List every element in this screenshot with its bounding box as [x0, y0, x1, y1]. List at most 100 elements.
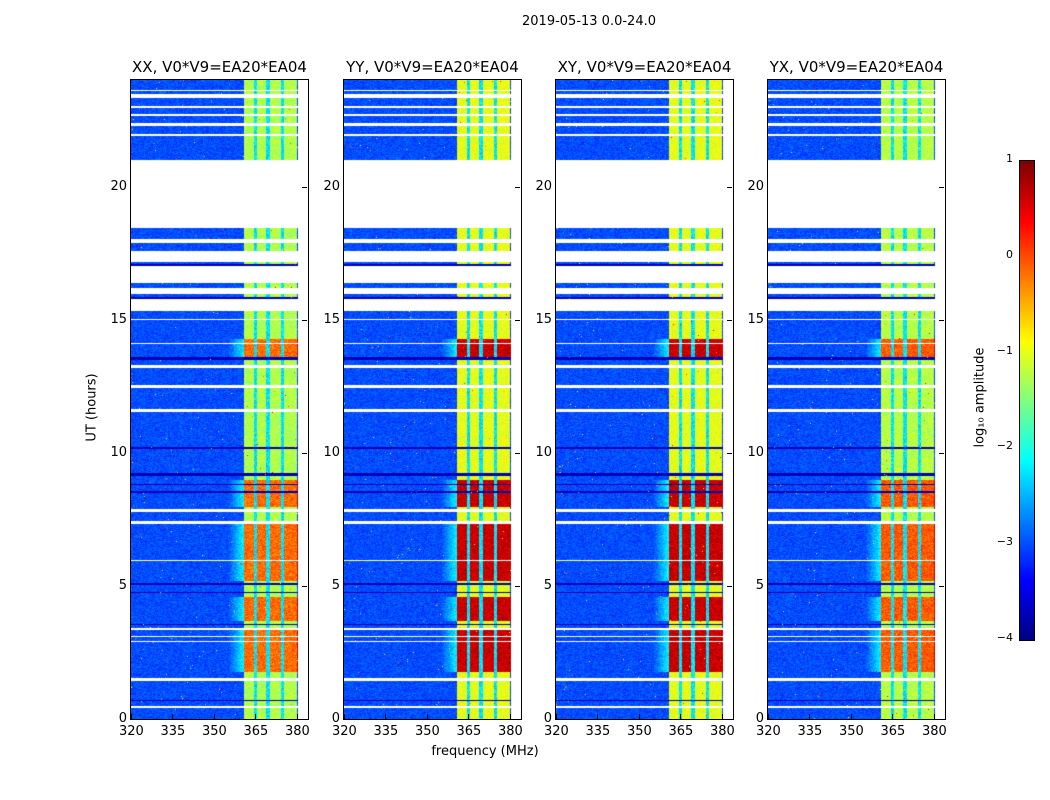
colorbar — [1019, 160, 1035, 641]
y-tick-mark — [302, 452, 307, 454]
x-tick-label: 350 — [414, 724, 440, 739]
panel-title: XX, V0*V9=EA20*EA04 — [132, 58, 307, 76]
x-tick-mark — [468, 714, 470, 719]
y-tick-mark — [939, 186, 944, 188]
colorbar-tick-label: −3 — [996, 535, 1013, 549]
x-tick-mark — [255, 714, 257, 719]
colorbar-tick-label: −1 — [996, 343, 1013, 357]
colorbar-tick-label: −4 — [996, 631, 1013, 644]
x-tick-mark — [809, 714, 811, 719]
y-axis-label: UT (hours) — [84, 373, 100, 442]
panel-1: YY, V0*V9=EA20*EA04 — [343, 58, 522, 720]
x-tick-label: 380 — [284, 724, 310, 739]
x-tick-mark — [892, 714, 894, 719]
heatmap-image — [768, 80, 945, 719]
x-tick-label: 350 — [838, 724, 864, 739]
x-tick-label: 350 — [201, 724, 227, 739]
x-tick-mark — [933, 714, 935, 719]
y-tick-label: 5 — [118, 577, 127, 593]
y-tick-label: 10 — [747, 444, 764, 460]
y-tick-mark — [727, 186, 732, 188]
colorbar-tick-label: −2 — [996, 439, 1013, 453]
y-tick-label: 20 — [110, 178, 127, 194]
y-tick-mark — [939, 585, 944, 587]
x-tick-mark — [721, 714, 723, 719]
axes-frame — [343, 79, 522, 720]
y-tick-label: 20 — [747, 178, 764, 194]
y-tick-label: 15 — [535, 311, 552, 327]
y-tick-mark — [302, 186, 307, 188]
panel-title: YY, V0*V9=EA20*EA04 — [346, 58, 519, 76]
x-tick-mark — [344, 714, 345, 719]
x-tick-mark — [638, 714, 640, 719]
x-tick-label: 350 — [626, 724, 652, 739]
x-tick-label: 320 — [332, 724, 357, 739]
y-tick-mark — [302, 319, 307, 321]
y-tick-label: 15 — [110, 311, 127, 327]
x-tick-label: 335 — [797, 724, 823, 739]
y-tick-mark — [939, 319, 944, 321]
y-tick-label: 20 — [323, 178, 340, 194]
panel-title: YX, V0*V9=EA20*EA04 — [769, 58, 944, 76]
x-tick-label: 380 — [497, 724, 523, 739]
x-tick-label: 335 — [160, 724, 186, 739]
panel-3: YX, V0*V9=EA20*EA04 — [767, 58, 946, 720]
x-tick-mark — [131, 714, 132, 719]
x-tick-label: 365 — [243, 724, 269, 739]
panel-0: XX, V0*V9=EA20*EA04 — [130, 58, 309, 720]
x-tick-mark — [597, 714, 599, 719]
x-tick-label: 365 — [880, 724, 906, 739]
y-tick-mark — [515, 585, 520, 587]
x-tick-mark — [768, 714, 769, 719]
x-tick-label: 365 — [456, 724, 482, 739]
y-tick-label: 0 — [118, 711, 127, 726]
x-tick-label: 365 — [668, 724, 694, 739]
x-tick-label: 380 — [921, 724, 947, 739]
x-tick-mark — [385, 714, 387, 719]
axes-frame — [130, 79, 309, 720]
x-tick-mark — [556, 714, 557, 719]
heatmap-image — [344, 80, 521, 719]
axes-frame — [767, 79, 946, 720]
figure-title: 2019-05-13 0.0-24.0 — [522, 14, 656, 29]
x-tick-mark — [680, 714, 682, 719]
y-tick-label: 10 — [323, 444, 340, 460]
x-tick-mark — [509, 714, 511, 719]
axes-frame — [555, 79, 734, 720]
x-tick-label: 320 — [756, 724, 781, 739]
y-tick-label: 5 — [331, 577, 340, 593]
y-tick-mark — [727, 319, 732, 321]
y-tick-mark — [515, 719, 520, 720]
panel-title: XY, V0*V9=EA20*EA04 — [557, 58, 732, 76]
heatmap-image — [131, 80, 308, 719]
x-tick-label: 320 — [544, 724, 569, 739]
y-tick-label: 0 — [543, 711, 552, 726]
colorbar-tick-label: 1 — [1006, 152, 1013, 165]
y-tick-label: 15 — [747, 311, 764, 327]
x-tick-mark — [296, 714, 298, 719]
y-tick-mark — [939, 452, 944, 454]
y-tick-mark — [727, 585, 732, 587]
y-tick-mark — [302, 585, 307, 587]
y-tick-label: 10 — [110, 444, 127, 460]
y-tick-label: 0 — [755, 711, 764, 726]
colorbar-tick-label: 0 — [1006, 247, 1013, 261]
y-tick-label: 0 — [331, 711, 340, 726]
y-tick-mark — [939, 719, 944, 720]
x-tick-mark — [426, 714, 428, 719]
x-tick-label: 320 — [119, 724, 144, 739]
x-tick-mark — [213, 714, 215, 719]
y-tick-label: 10 — [535, 444, 552, 460]
y-tick-label: 20 — [535, 178, 552, 194]
y-tick-mark — [515, 186, 520, 188]
y-tick-mark — [727, 719, 732, 720]
panel-2: XY, V0*V9=EA20*EA04 — [555, 58, 734, 720]
y-tick-mark — [727, 452, 732, 454]
x-tick-mark — [850, 714, 852, 719]
y-tick-label: 5 — [755, 577, 764, 593]
y-tick-mark — [515, 319, 520, 321]
y-tick-mark — [302, 719, 307, 720]
y-tick-label: 15 — [323, 311, 340, 327]
heatmap-image — [556, 80, 733, 719]
